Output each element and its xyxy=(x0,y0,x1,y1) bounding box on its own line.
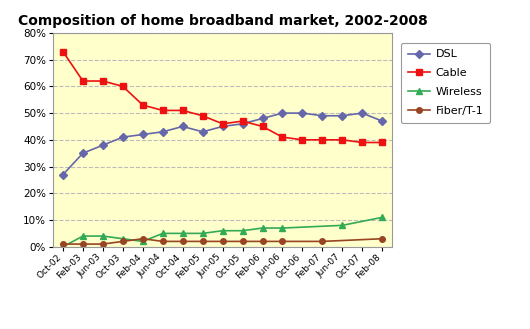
Wireless xyxy=(139,240,146,243)
Wireless xyxy=(60,245,66,249)
Wireless xyxy=(199,231,206,235)
Cable xyxy=(219,122,226,126)
DSL xyxy=(199,130,206,134)
Fiber/T-1 xyxy=(160,240,166,243)
DSL xyxy=(219,124,226,128)
DSL xyxy=(319,114,325,118)
Wireless xyxy=(259,226,266,230)
Title: Composition of home broadband market, 2002-2008: Composition of home broadband market, 20… xyxy=(17,13,428,28)
Cable xyxy=(80,79,86,83)
Cable xyxy=(139,103,146,107)
DSL xyxy=(139,133,146,137)
Wireless xyxy=(279,226,286,230)
Legend: DSL, Cable, Wireless, Fiber/T-1: DSL, Cable, Wireless, Fiber/T-1 xyxy=(401,43,490,123)
DSL xyxy=(80,151,86,155)
Cable xyxy=(259,124,266,128)
Cable xyxy=(240,119,246,123)
DSL xyxy=(359,111,366,115)
Cable xyxy=(60,50,66,54)
DSL xyxy=(279,111,286,115)
Wireless xyxy=(100,234,106,238)
DSL xyxy=(160,130,166,134)
Fiber/T-1 xyxy=(139,237,146,241)
DSL xyxy=(100,143,106,147)
Cable xyxy=(100,79,106,83)
Cable xyxy=(299,138,306,142)
Wireless xyxy=(219,229,226,233)
Cable xyxy=(339,138,346,142)
Line: Cable: Cable xyxy=(60,49,385,145)
Wireless xyxy=(120,237,126,241)
DSL xyxy=(379,119,385,123)
Cable xyxy=(120,85,126,89)
DSL xyxy=(180,124,186,128)
Fiber/T-1 xyxy=(80,242,86,246)
Wireless xyxy=(240,229,246,233)
Cable xyxy=(319,138,325,142)
Cable xyxy=(359,140,366,144)
Line: DSL: DSL xyxy=(60,110,385,177)
Line: Wireless: Wireless xyxy=(59,214,386,250)
Fiber/T-1 xyxy=(379,237,385,241)
Wireless xyxy=(160,231,166,235)
DSL xyxy=(299,111,306,115)
Wireless xyxy=(339,223,346,227)
Fiber/T-1 xyxy=(240,240,246,243)
Cable xyxy=(180,109,186,113)
Wireless xyxy=(80,234,86,238)
Cable xyxy=(199,114,206,118)
DSL xyxy=(259,116,266,120)
Fiber/T-1 xyxy=(60,242,66,246)
Fiber/T-1 xyxy=(100,242,106,246)
Wireless xyxy=(180,231,186,235)
Fiber/T-1 xyxy=(199,240,206,243)
Cable xyxy=(279,135,286,139)
DSL xyxy=(240,122,246,126)
Fiber/T-1 xyxy=(180,240,186,243)
Wireless xyxy=(379,215,385,219)
Line: Fiber/T-1: Fiber/T-1 xyxy=(60,236,385,247)
Fiber/T-1 xyxy=(279,240,286,243)
Fiber/T-1 xyxy=(259,240,266,243)
Cable xyxy=(160,109,166,113)
DSL xyxy=(339,114,346,118)
DSL xyxy=(120,135,126,139)
Fiber/T-1 xyxy=(120,240,126,243)
Fiber/T-1 xyxy=(319,240,325,243)
Cable xyxy=(379,140,385,144)
Fiber/T-1 xyxy=(219,240,226,243)
DSL xyxy=(60,173,66,177)
